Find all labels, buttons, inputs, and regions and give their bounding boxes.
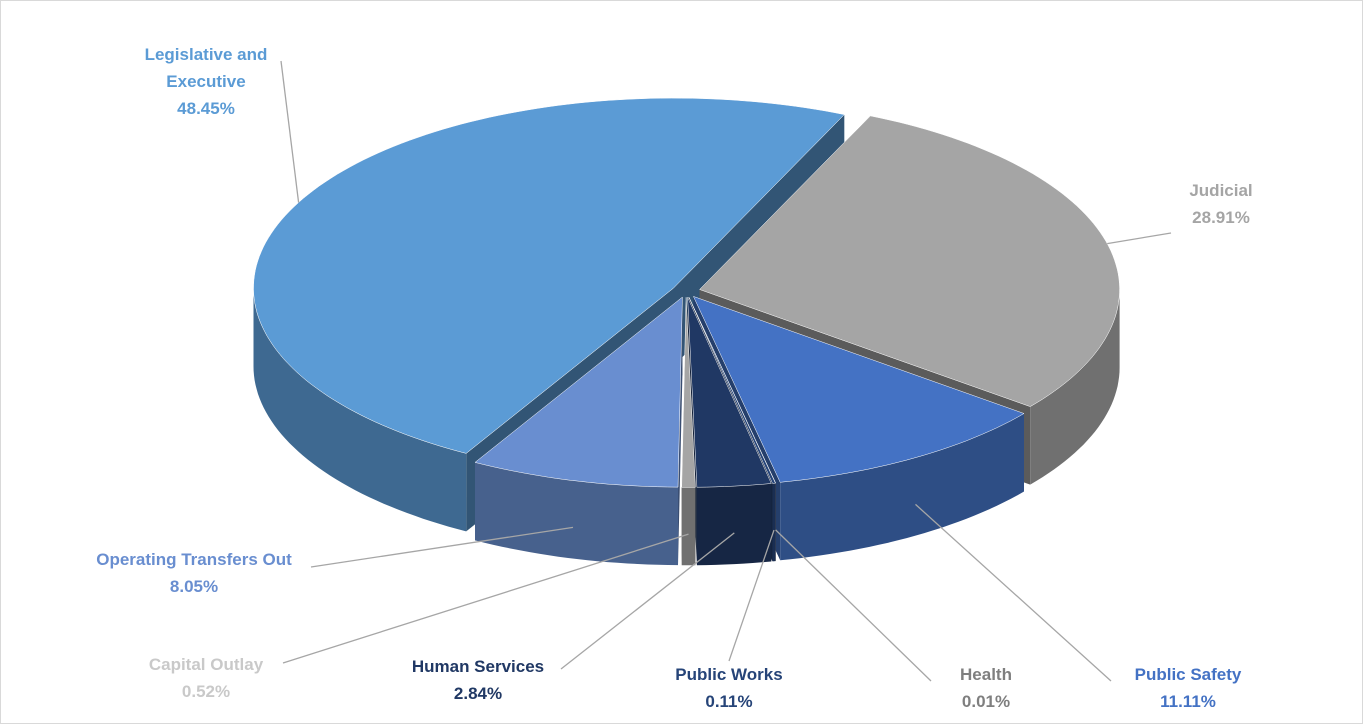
category-label: Health bbox=[960, 665, 1012, 684]
slice bbox=[474, 296, 683, 488]
slice-side bbox=[696, 483, 772, 566]
slice bbox=[699, 115, 1120, 407]
category-label: Public Safety bbox=[1134, 665, 1242, 684]
data-label: Legislative and Executive 48.45% bbox=[131, 41, 281, 122]
data-label: Capital Outlay 0.52% bbox=[106, 651, 306, 705]
slice-side bbox=[772, 483, 776, 562]
data-label: Operating Transfers Out 8.05% bbox=[74, 546, 314, 600]
data-label: Judicial 28.91% bbox=[1146, 177, 1296, 231]
value-label: 0.52% bbox=[181, 682, 231, 701]
category-label: Judicial bbox=[1189, 181, 1253, 200]
slice-side bbox=[780, 413, 1024, 561]
category-label: Operating Transfers Out bbox=[96, 550, 292, 569]
slice bbox=[681, 297, 696, 488]
value-label: 2.84% bbox=[453, 684, 503, 703]
leader-line bbox=[282, 533, 689, 664]
value-label: 8.05% bbox=[169, 577, 219, 596]
slice-side bbox=[475, 462, 678, 566]
slice-side bbox=[681, 487, 696, 566]
leader-line bbox=[1107, 232, 1172, 245]
leader-line bbox=[728, 529, 775, 662]
category-label: Legislative and Executive bbox=[144, 45, 268, 91]
category-label: Public Works bbox=[675, 665, 783, 684]
value-label: 0.11% bbox=[705, 692, 753, 711]
slice bbox=[687, 297, 772, 488]
slice-side bbox=[1030, 289, 1120, 485]
data-label: Public Works 0.11% bbox=[649, 661, 809, 715]
data-label: Human Services 2.84% bbox=[378, 653, 578, 707]
leader-line bbox=[560, 532, 735, 670]
slice-side bbox=[253, 288, 467, 532]
value-label: 11.11% bbox=[1160, 692, 1216, 711]
slice bbox=[688, 297, 776, 484]
category-label: Capital Outlay bbox=[148, 655, 264, 674]
leader-line bbox=[915, 503, 1112, 682]
leader-line bbox=[280, 60, 300, 203]
value-label: 48.45% bbox=[177, 99, 235, 118]
value-label: 28.91% bbox=[1192, 208, 1250, 227]
category-label: Human Services bbox=[411, 657, 545, 676]
data-label: Health 0.01% bbox=[926, 661, 1046, 715]
slice bbox=[692, 295, 1025, 483]
leader-line bbox=[310, 526, 574, 568]
leader-line bbox=[775, 529, 932, 682]
data-label: Public Safety 11.11% bbox=[1088, 661, 1288, 715]
value-label: 0.01% bbox=[961, 692, 1011, 711]
